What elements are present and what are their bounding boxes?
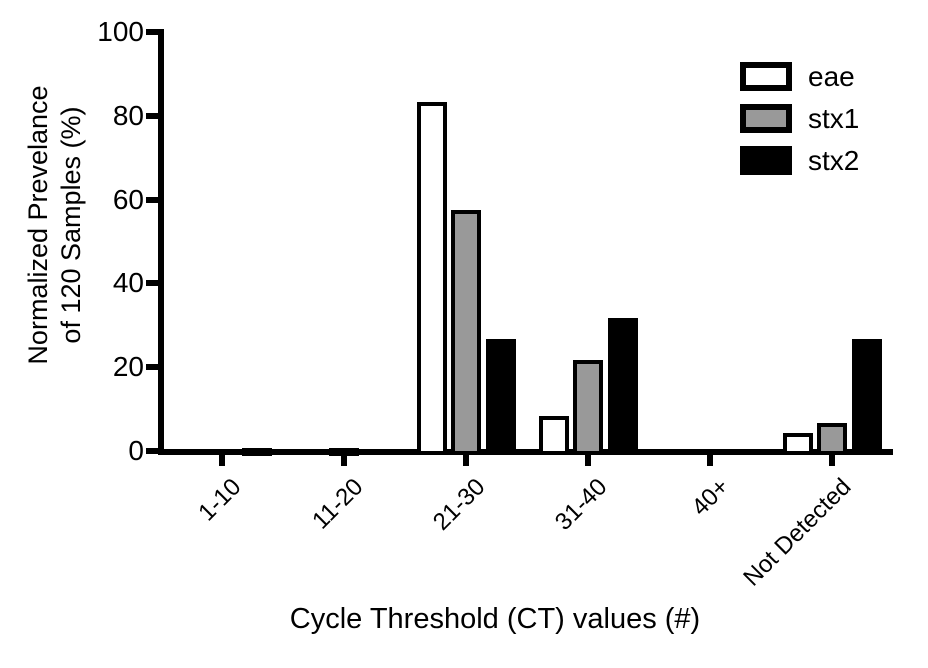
legend-label-stx2: stx2 [808,145,860,176]
legend-item-stx2: stx2 [740,146,859,175]
bar-stx1-Not Detected [817,422,847,455]
legend-swatch-stx2 [740,146,792,175]
y-tick-label-0: 0 [128,435,144,466]
bar-stx1-11-20 [329,447,359,456]
legend-swatch-eae [740,62,792,91]
y-axis-title: Normalized Prevelance of 120 Samples (%) [22,15,88,435]
legend-item-stx1: stx1 [740,104,859,133]
y-tick-label-20: 20 [112,351,144,383]
y-axis-line [158,29,164,455]
y-tick-80 [146,112,159,119]
bar-stx2-Not Detected [851,339,882,455]
legend-item-eae: eae [740,62,859,91]
y-tick-100 [146,29,159,35]
bar-stx1-21-30 [451,210,481,455]
bar-stx2-31-40 [607,318,638,455]
y-tick-label-100: 100 [97,16,144,47]
x-tick-1 [341,455,347,466]
y-tick-label-80: 80 [112,99,144,131]
x-axis-line [158,449,893,455]
x-tick-5 [829,455,835,466]
y-axis-title-line2: of 120 Samples (%) [56,106,86,344]
bar-stx2-1-10 [241,447,272,456]
legend: eae stx1 stx2 [740,62,859,188]
bar-stx1-31-40 [573,360,603,455]
y-tick-40 [146,280,159,287]
y-tick-60 [146,196,159,203]
legend-swatch-stx1 [740,104,792,133]
bar-eae-21-30 [416,101,447,455]
bar-eae-Not Detected [782,433,813,455]
x-tick-2 [463,455,469,466]
bar-stx2-21-30 [485,339,516,455]
y-tick-0 [146,448,159,454]
legend-label-eae: eae [808,61,855,92]
x-tick-0 [219,455,225,466]
legend-label-stx1: stx1 [808,103,860,134]
x-tick-4 [707,455,713,466]
x-axis-title: Cycle Threshold (CT) values (#) [289,603,701,635]
y-tick-20 [146,364,159,371]
x-tick-3 [585,455,591,466]
y-tick-label-60: 60 [112,183,144,215]
y-tick-label-40: 40 [112,267,144,299]
y-axis-title-line1: Normalized Prevelance [23,85,53,365]
bar-eae-31-40 [538,416,569,455]
